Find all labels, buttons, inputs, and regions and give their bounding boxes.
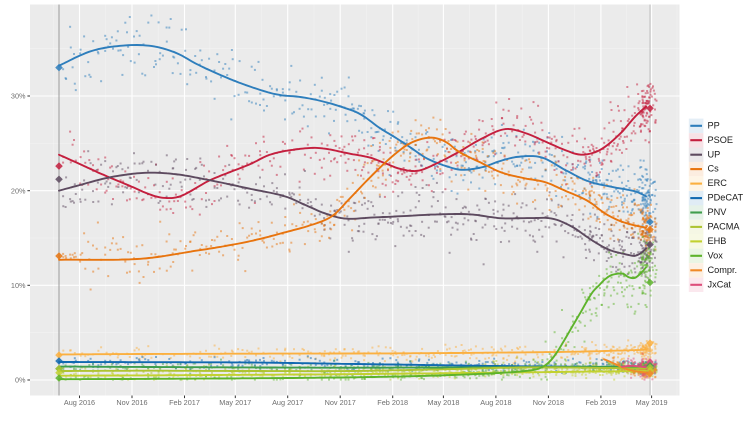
svg-text:Feb 2019: Feb 2019 [585,398,616,407]
svg-text:Cs: Cs [708,164,720,174]
svg-text:Compr.: Compr. [708,265,738,275]
svg-text:PSOE: PSOE [708,135,734,145]
svg-text:PP: PP [708,120,720,130]
svg-text:0%: 0% [15,376,26,385]
svg-text:Aug 2016: Aug 2016 [64,398,95,407]
svg-text:ERC: ERC [708,178,728,188]
svg-text:Nov 2016: Nov 2016 [116,398,147,407]
svg-text:EHB: EHB [708,236,727,246]
svg-text:10%: 10% [11,281,26,290]
svg-text:Feb 2017: Feb 2017 [169,398,200,407]
svg-text:20%: 20% [11,186,26,195]
svg-text:30%: 30% [11,92,26,101]
svg-text:PNV: PNV [708,207,728,217]
svg-text:Feb 2018: Feb 2018 [377,398,408,407]
svg-text:May 2018: May 2018 [427,398,459,407]
svg-text:JxCat: JxCat [708,279,732,289]
svg-text:PACMA: PACMA [708,222,741,232]
svg-text:Nov 2017: Nov 2017 [325,398,356,407]
svg-text:PDeCAT: PDeCAT [708,193,744,203]
svg-text:May 2017: May 2017 [219,398,251,407]
svg-text:May 2019: May 2019 [636,398,668,407]
svg-text:Aug 2017: Aug 2017 [272,398,303,407]
svg-text:Nov 2018: Nov 2018 [533,398,564,407]
svg-text:Aug 2018: Aug 2018 [480,398,511,407]
svg-text:UP: UP [708,149,721,159]
svg-text:Vox: Vox [708,250,724,260]
